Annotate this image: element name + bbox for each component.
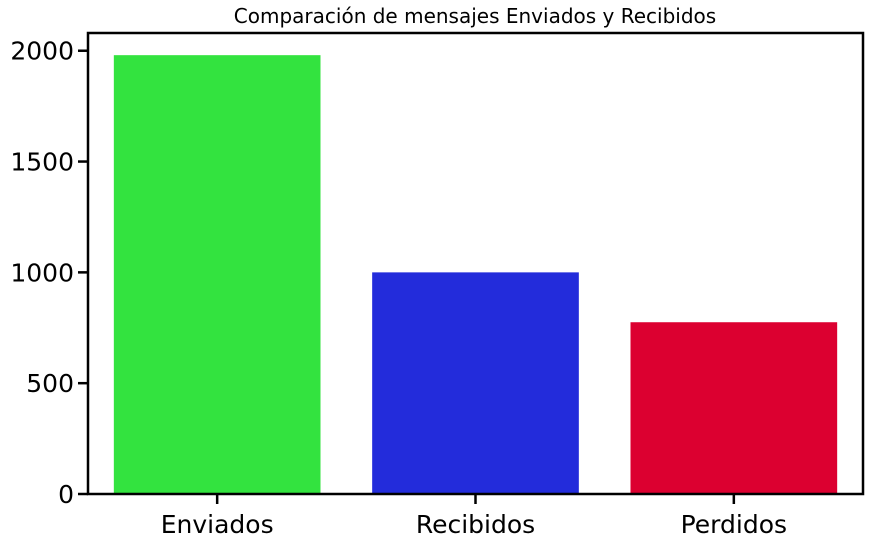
bar-enviados xyxy=(113,55,321,495)
bars-layer xyxy=(113,55,838,495)
bar-perdidos xyxy=(630,322,838,494)
x-axis: Enviados Recibidos Perdidos xyxy=(161,494,787,539)
x-tick-label: Recibidos xyxy=(416,510,535,538)
y-tick-label: 1000 xyxy=(10,258,74,287)
y-tick-label: 500 xyxy=(26,369,74,398)
chart-title: Comparación de mensajes Enviados y Recib… xyxy=(234,4,716,28)
x-tick-label: Perdidos xyxy=(681,510,787,538)
bar-recibidos xyxy=(372,272,579,494)
y-tick-label: 2000 xyxy=(10,37,74,66)
x-tick-label: Enviados xyxy=(161,510,274,538)
y-axis: 0 500 1000 1500 2000 xyxy=(10,37,88,509)
y-tick-label: 0 xyxy=(58,480,74,509)
plot-frame xyxy=(86,31,865,496)
y-tick-label: 1500 xyxy=(10,148,74,177)
